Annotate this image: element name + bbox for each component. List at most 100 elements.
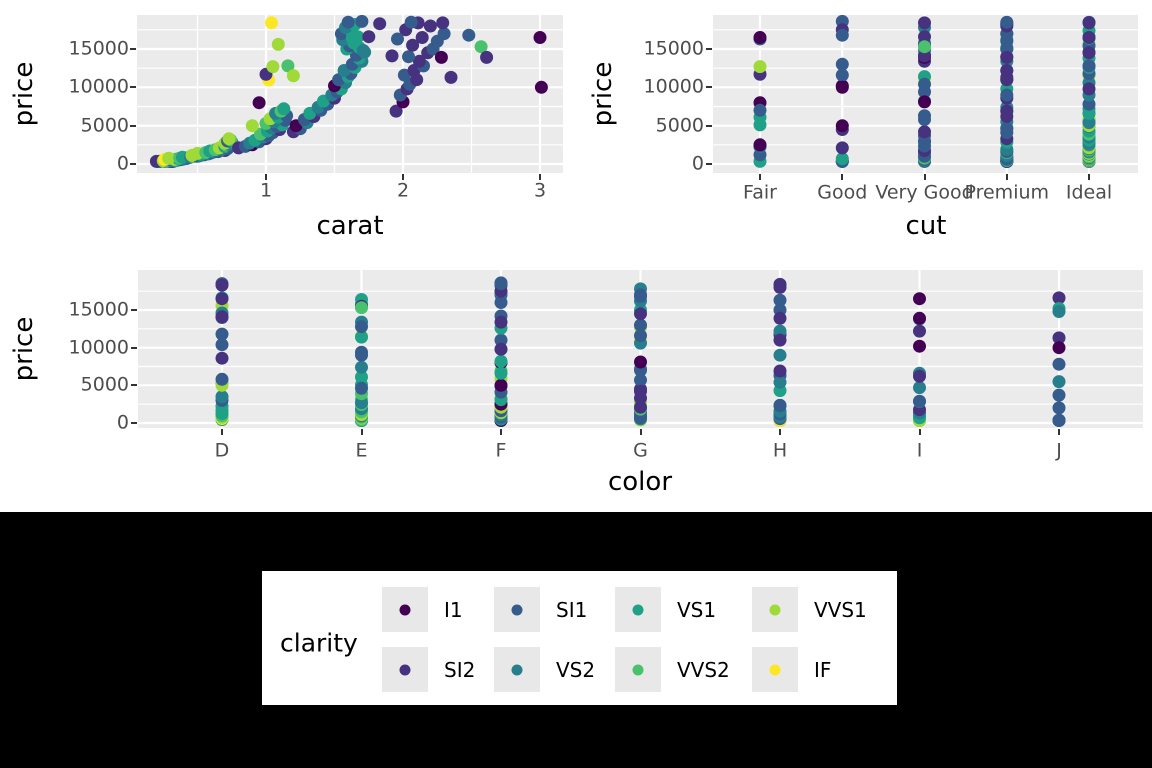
data-point bbox=[162, 151, 176, 165]
data-point bbox=[918, 40, 931, 54]
data-point bbox=[753, 31, 767, 44]
y-tick-mark bbox=[706, 124, 712, 127]
x-tick-label: G bbox=[633, 439, 648, 462]
data-point bbox=[835, 119, 849, 133]
plot-area-cut bbox=[713, 15, 1138, 173]
data-point bbox=[634, 355, 647, 369]
data-point bbox=[277, 102, 291, 116]
legend-label: SI1 bbox=[556, 597, 588, 622]
data-point bbox=[634, 329, 647, 343]
y-tick-mark bbox=[131, 346, 137, 349]
data-point bbox=[355, 301, 368, 315]
data-point bbox=[913, 394, 926, 408]
data-point bbox=[773, 333, 787, 347]
data-point bbox=[913, 369, 926, 383]
legend-key bbox=[752, 647, 798, 692]
x-tick-label: F bbox=[495, 439, 507, 462]
x-tick-mark bbox=[539, 174, 541, 180]
x-tick-mark bbox=[360, 429, 363, 435]
plot-area-carat bbox=[137, 15, 563, 173]
legend-title: clarity bbox=[280, 628, 358, 658]
data-point bbox=[434, 50, 448, 64]
y-tick-label: 15000 bbox=[68, 298, 129, 321]
x-tick-mark bbox=[918, 429, 921, 435]
y-tick-mark bbox=[131, 422, 137, 424]
x-tick-label: 1 bbox=[259, 179, 273, 202]
data-point bbox=[1082, 46, 1096, 60]
data-point bbox=[355, 348, 368, 362]
x-axis-title-carat: carat bbox=[316, 211, 384, 241]
y-tick-label: 15000 bbox=[643, 37, 704, 60]
data-point bbox=[286, 69, 300, 83]
data-point bbox=[773, 277, 787, 291]
legend-key bbox=[615, 587, 661, 632]
data-point bbox=[252, 96, 266, 110]
legend-key bbox=[752, 587, 798, 632]
data-point bbox=[389, 104, 403, 118]
data-point bbox=[1052, 341, 1066, 355]
x-tick-label: D bbox=[214, 439, 230, 462]
x-axis-title-color: color bbox=[607, 467, 673, 497]
x-tick-mark bbox=[1058, 429, 1060, 435]
data-point bbox=[494, 354, 508, 368]
y-axis-title-price-3: price bbox=[9, 316, 39, 382]
data-point bbox=[494, 277, 508, 291]
y-tick-label: 0 bbox=[116, 152, 129, 175]
data-point bbox=[1000, 50, 1014, 64]
y-axis-title-price-2: price bbox=[588, 61, 618, 127]
legend-key-dot bbox=[399, 664, 411, 675]
data-point bbox=[918, 125, 931, 139]
data-point bbox=[913, 311, 926, 325]
data-point bbox=[404, 15, 418, 29]
data-point bbox=[355, 396, 368, 410]
x-tick-label: J bbox=[1056, 439, 1062, 462]
y-tick-mark bbox=[131, 384, 137, 387]
data-point bbox=[913, 292, 926, 306]
data-point bbox=[913, 381, 926, 395]
data-point bbox=[494, 315, 508, 329]
legend-key-dot bbox=[632, 664, 644, 675]
data-point bbox=[494, 342, 508, 356]
legend-label: I1 bbox=[444, 597, 463, 622]
data-point bbox=[215, 310, 229, 324]
data-point bbox=[773, 311, 787, 325]
y-tick-mark bbox=[706, 86, 712, 89]
x-tick-mark bbox=[759, 174, 761, 180]
legend-key-dot bbox=[399, 604, 411, 615]
data-point bbox=[1052, 388, 1066, 402]
data-point bbox=[444, 70, 458, 84]
legend-key-dot bbox=[511, 664, 523, 675]
data-point bbox=[835, 28, 849, 42]
data-point bbox=[1082, 116, 1096, 130]
data-point bbox=[918, 95, 931, 109]
legend-key bbox=[382, 587, 428, 632]
data-point bbox=[1082, 59, 1096, 73]
data-point bbox=[474, 40, 488, 54]
data-point bbox=[362, 30, 376, 44]
data-point bbox=[355, 370, 368, 384]
x-tick-mark bbox=[779, 429, 781, 435]
x-tick-label: Ideal bbox=[1065, 181, 1113, 204]
data-point bbox=[245, 119, 259, 133]
data-point bbox=[1052, 401, 1066, 415]
data-point bbox=[423, 19, 437, 33]
clarity-legend: clarity I1 SI2 SI1 VS2 VS1 VVS2 VVS1 IF bbox=[262, 571, 897, 705]
data-point bbox=[266, 60, 280, 74]
data-point bbox=[634, 384, 647, 398]
x-tick-mark bbox=[923, 174, 926, 180]
y-tick-label: 10000 bbox=[643, 75, 704, 98]
data-point bbox=[918, 113, 931, 126]
data-point bbox=[835, 152, 849, 166]
x-tick-label: Fair bbox=[743, 181, 777, 204]
data-point bbox=[281, 59, 295, 73]
data-point bbox=[1082, 106, 1096, 120]
legend-label: VVS1 bbox=[814, 597, 867, 622]
data-point bbox=[918, 49, 931, 63]
y-tick-label: 15000 bbox=[68, 37, 129, 60]
data-point bbox=[913, 324, 926, 338]
data-point bbox=[215, 372, 229, 386]
legend-label: VVS2 bbox=[677, 657, 730, 682]
data-point bbox=[1000, 104, 1014, 118]
y-tick-mark bbox=[706, 163, 712, 165]
